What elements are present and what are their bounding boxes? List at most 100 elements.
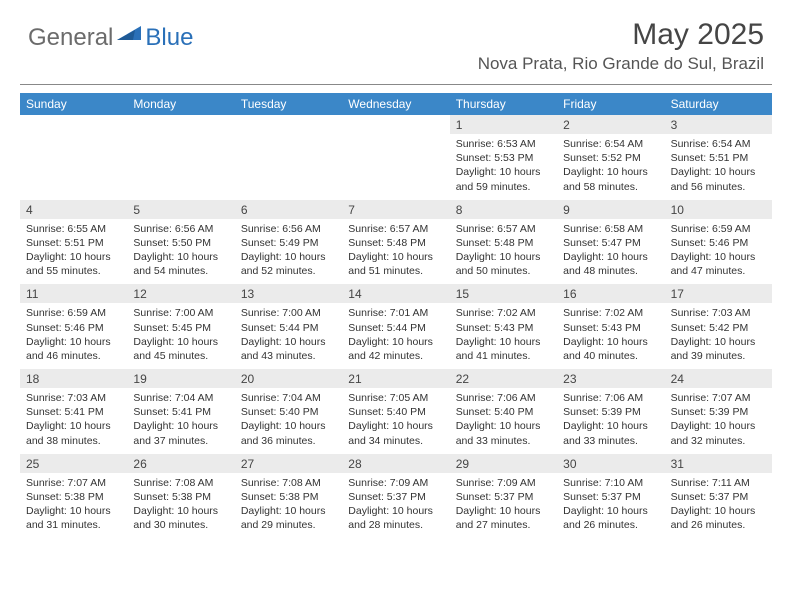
sunset-line: Sunset: 5:40 PM: [456, 405, 551, 419]
sunrise-line: Sunrise: 7:03 AM: [671, 306, 766, 320]
daynum-cell: 9: [557, 200, 664, 219]
daynum-cell: 6: [235, 200, 342, 219]
detail-cell: Sunrise: 7:00 AMSunset: 5:44 PMDaylight:…: [235, 303, 342, 369]
sunrise-line: Sunrise: 6:54 AM: [671, 137, 766, 151]
sunset-line: Sunset: 5:40 PM: [348, 405, 443, 419]
daylight-line: Daylight: 10 hours and 50 minutes.: [456, 250, 551, 278]
sunset-line: Sunset: 5:37 PM: [671, 490, 766, 504]
daynum-cell: 14: [342, 284, 449, 303]
daylight-line: Daylight: 10 hours and 33 minutes.: [456, 419, 551, 447]
sunrise-line: Sunrise: 7:00 AM: [241, 306, 336, 320]
daynum-cell: 28: [342, 454, 449, 473]
daylight-line: Daylight: 10 hours and 27 minutes.: [456, 504, 551, 532]
title-block: May 2025 Nova Prata, Rio Grande do Sul, …: [478, 18, 764, 74]
daynum-cell: 4: [20, 200, 127, 219]
detail-cell: [235, 134, 342, 200]
sunset-line: Sunset: 5:41 PM: [26, 405, 121, 419]
daylight-line: Daylight: 10 hours and 48 minutes.: [563, 250, 658, 278]
daylight-line: Daylight: 10 hours and 30 minutes.: [133, 504, 228, 532]
daynum-cell: 29: [450, 454, 557, 473]
daylight-line: Daylight: 10 hours and 46 minutes.: [26, 335, 121, 363]
sunrise-line: Sunrise: 7:08 AM: [241, 476, 336, 490]
daynum-cell: 17: [665, 284, 772, 303]
sunset-line: Sunset: 5:50 PM: [133, 236, 228, 250]
daynum-cell: [342, 115, 449, 134]
daynum-row: 45678910: [20, 200, 772, 219]
brand-blue: Blue: [145, 24, 193, 52]
sunset-line: Sunset: 5:53 PM: [456, 151, 551, 165]
brand-triangle-icon: [117, 24, 143, 42]
daylight-line: Daylight: 10 hours and 31 minutes.: [26, 504, 121, 532]
sunset-line: Sunset: 5:51 PM: [26, 236, 121, 250]
daynum-cell: 31: [665, 454, 772, 473]
daylight-line: Daylight: 10 hours and 32 minutes.: [671, 419, 766, 447]
daylight-line: Daylight: 10 hours and 56 minutes.: [671, 165, 766, 193]
daynum-cell: [20, 115, 127, 134]
sunrise-line: Sunrise: 7:04 AM: [241, 391, 336, 405]
daynum-cell: 1: [450, 115, 557, 134]
detail-cell: Sunrise: 7:07 AMSunset: 5:38 PMDaylight:…: [20, 473, 127, 539]
daynum-cell: 16: [557, 284, 664, 303]
daynum-cell: [235, 115, 342, 134]
detail-cell: Sunrise: 7:03 AMSunset: 5:41 PMDaylight:…: [20, 388, 127, 454]
sunset-line: Sunset: 5:43 PM: [456, 321, 551, 335]
detail-row: Sunrise: 6:53 AMSunset: 5:53 PMDaylight:…: [20, 134, 772, 200]
header-rule: [20, 84, 772, 85]
detail-cell: Sunrise: 7:09 AMSunset: 5:37 PMDaylight:…: [342, 473, 449, 539]
detail-cell: Sunrise: 7:05 AMSunset: 5:40 PMDaylight:…: [342, 388, 449, 454]
brand-logo: General Blue: [28, 24, 193, 52]
daylight-line: Daylight: 10 hours and 52 minutes.: [241, 250, 336, 278]
daynum-cell: 27: [235, 454, 342, 473]
detail-cell: Sunrise: 6:58 AMSunset: 5:47 PMDaylight:…: [557, 219, 664, 285]
daynum-cell: 18: [20, 369, 127, 388]
detail-cell: Sunrise: 7:04 AMSunset: 5:40 PMDaylight:…: [235, 388, 342, 454]
dow-label: Tuesday: [235, 93, 342, 115]
sunset-line: Sunset: 5:38 PM: [133, 490, 228, 504]
detail-cell: [127, 134, 234, 200]
detail-cell: Sunrise: 6:57 AMSunset: 5:48 PMDaylight:…: [342, 219, 449, 285]
detail-row: Sunrise: 6:59 AMSunset: 5:46 PMDaylight:…: [20, 303, 772, 369]
detail-cell: Sunrise: 7:04 AMSunset: 5:41 PMDaylight:…: [127, 388, 234, 454]
daylight-line: Daylight: 10 hours and 28 minutes.: [348, 504, 443, 532]
detail-cell: Sunrise: 7:00 AMSunset: 5:45 PMDaylight:…: [127, 303, 234, 369]
dow-label: Thursday: [450, 93, 557, 115]
sunset-line: Sunset: 5:44 PM: [241, 321, 336, 335]
header: General Blue May 2025 Nova Prata, Rio Gr…: [0, 0, 792, 78]
daylight-line: Daylight: 10 hours and 45 minutes.: [133, 335, 228, 363]
sunrise-line: Sunrise: 6:57 AM: [348, 222, 443, 236]
sunrise-line: Sunrise: 6:54 AM: [563, 137, 658, 151]
daynum-row: 25262728293031: [20, 454, 772, 473]
sunset-line: Sunset: 5:51 PM: [671, 151, 766, 165]
daynum-cell: 7: [342, 200, 449, 219]
daynum-cell: 22: [450, 369, 557, 388]
detail-cell: Sunrise: 6:59 AMSunset: 5:46 PMDaylight:…: [665, 219, 772, 285]
brand-general: General: [28, 24, 113, 52]
sunrise-line: Sunrise: 7:02 AM: [563, 306, 658, 320]
daylight-line: Daylight: 10 hours and 36 minutes.: [241, 419, 336, 447]
daynum-cell: 24: [665, 369, 772, 388]
daylight-line: Daylight: 10 hours and 33 minutes.: [563, 419, 658, 447]
sunset-line: Sunset: 5:37 PM: [348, 490, 443, 504]
sunset-line: Sunset: 5:40 PM: [241, 405, 336, 419]
daylight-line: Daylight: 10 hours and 55 minutes.: [26, 250, 121, 278]
sunset-line: Sunset: 5:44 PM: [348, 321, 443, 335]
daylight-line: Daylight: 10 hours and 40 minutes.: [563, 335, 658, 363]
sunset-line: Sunset: 5:38 PM: [241, 490, 336, 504]
sunset-line: Sunset: 5:39 PM: [563, 405, 658, 419]
sunset-line: Sunset: 5:48 PM: [456, 236, 551, 250]
sunrise-line: Sunrise: 6:55 AM: [26, 222, 121, 236]
detail-cell: Sunrise: 7:09 AMSunset: 5:37 PMDaylight:…: [450, 473, 557, 539]
daynum-cell: 2: [557, 115, 664, 134]
daylight-line: Daylight: 10 hours and 42 minutes.: [348, 335, 443, 363]
sunrise-line: Sunrise: 6:59 AM: [26, 306, 121, 320]
daynum-cell: 12: [127, 284, 234, 303]
sunrise-line: Sunrise: 7:06 AM: [456, 391, 551, 405]
daynum-cell: 30: [557, 454, 664, 473]
detail-row: Sunrise: 6:55 AMSunset: 5:51 PMDaylight:…: [20, 219, 772, 285]
sunset-line: Sunset: 5:52 PM: [563, 151, 658, 165]
sunset-line: Sunset: 5:38 PM: [26, 490, 121, 504]
sunset-line: Sunset: 5:37 PM: [456, 490, 551, 504]
sunrise-line: Sunrise: 7:06 AM: [563, 391, 658, 405]
detail-cell: Sunrise: 7:11 AMSunset: 5:37 PMDaylight:…: [665, 473, 772, 539]
day-of-week-header: SundayMondayTuesdayWednesdayThursdayFrid…: [20, 93, 772, 115]
